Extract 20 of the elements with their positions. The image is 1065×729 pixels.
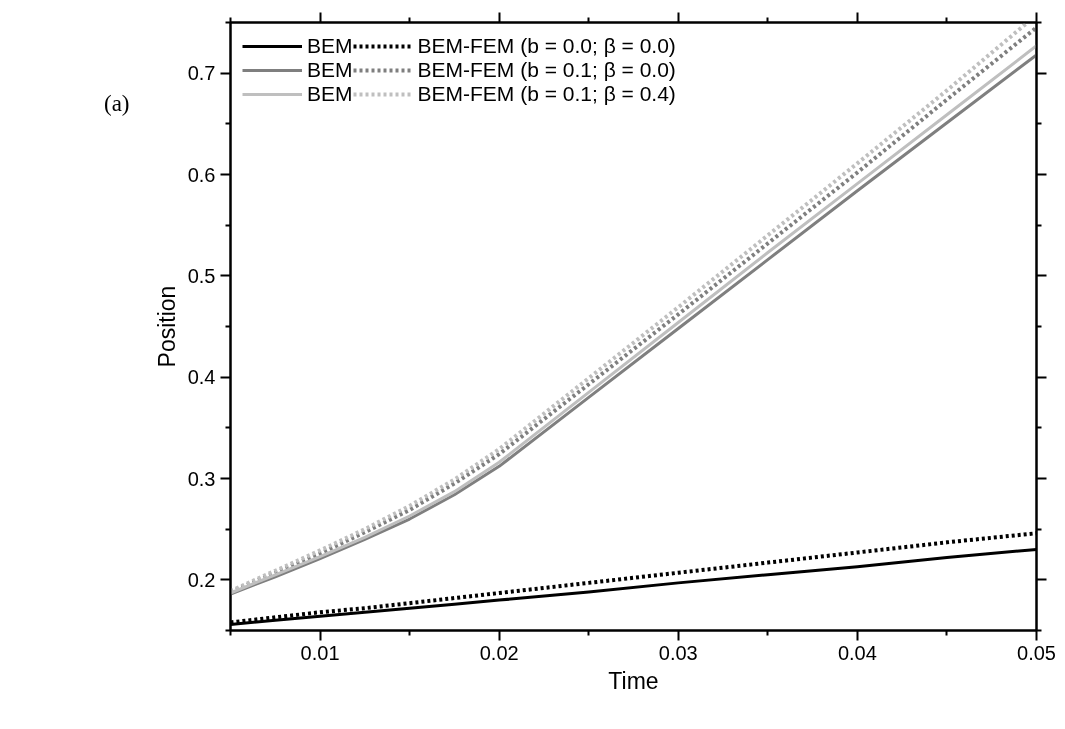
x-axis-title: Time (608, 667, 659, 694)
legend-label: BEM-FEM (b = 0.0; β = 0.0) (417, 34, 676, 58)
y-tick-label: 0.2 (187, 568, 216, 591)
legend-label: BEM-FEM (b = 0.1; β = 0.4) (417, 82, 676, 106)
y-tick-label: 0.3 (187, 467, 216, 490)
y-tick-label: 0.5 (187, 264, 216, 287)
legend-label: BEM (307, 34, 353, 58)
x-tick-label: 0.01 (300, 641, 340, 664)
x-tick-label: 0.03 (658, 641, 698, 664)
legend-label: BEM-FEM (b = 0.1; β = 0.0) (417, 58, 676, 82)
x-tick-label: 0.04 (837, 641, 877, 664)
legend-label: BEM (307, 58, 353, 82)
x-tick-label: 0.05 (1017, 641, 1056, 664)
legend-label: BEM (307, 82, 353, 106)
y-tick-label: 0.7 (187, 62, 216, 85)
y-tick-label: 0.4 (187, 366, 216, 389)
x-tick-label: 0.02 (479, 641, 519, 664)
y-tick-label: 0.6 (187, 163, 216, 186)
y-axis-title: Position (153, 285, 180, 368)
text: (a) (104, 90, 130, 118)
